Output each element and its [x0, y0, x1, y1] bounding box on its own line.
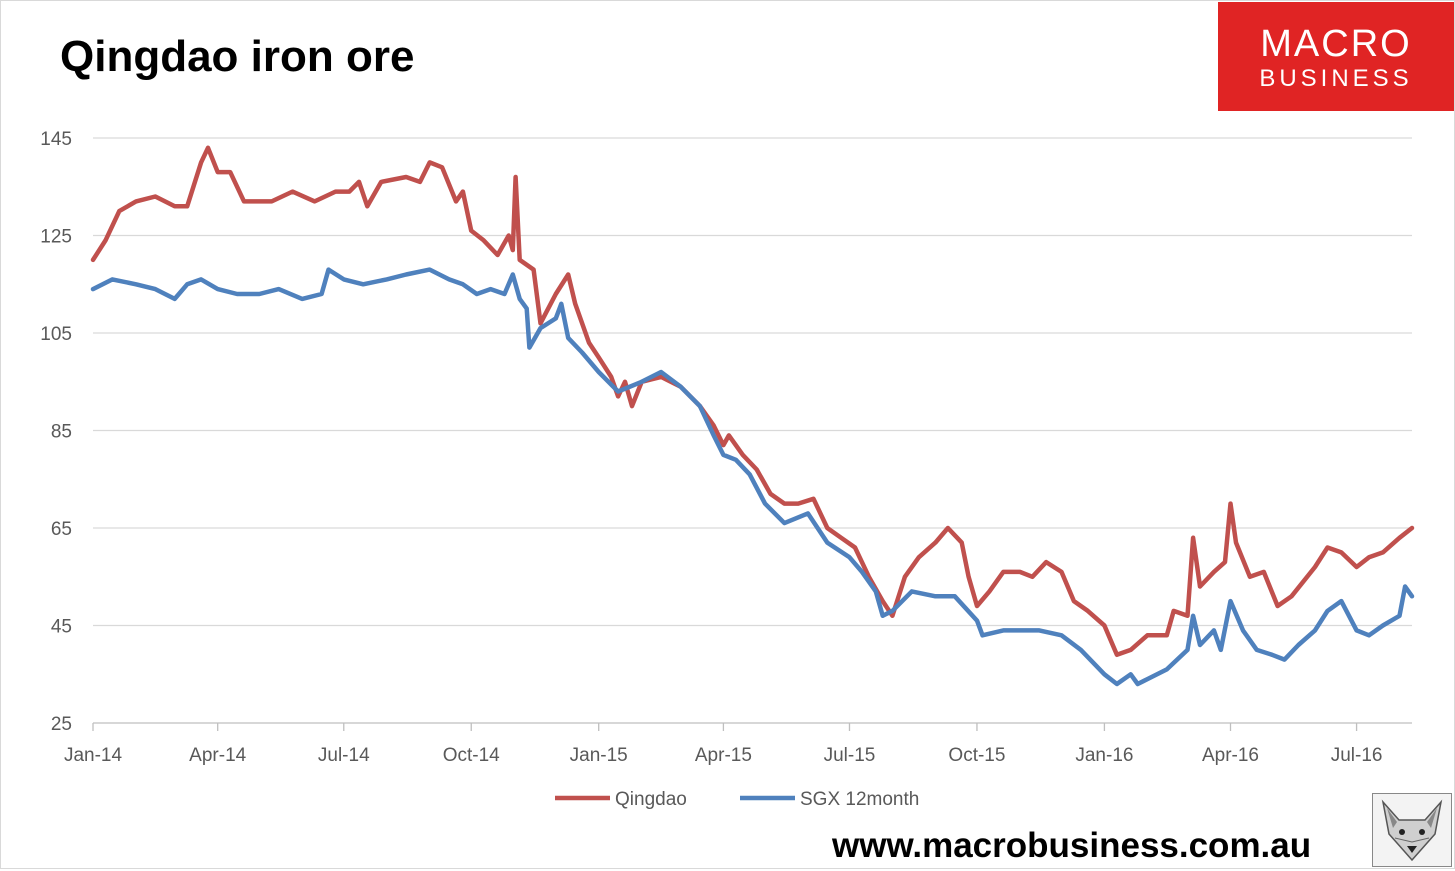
series-lines: [90, 145, 1415, 687]
fox-head-icon: [1372, 793, 1452, 867]
x-tick-label: Apr-14: [189, 745, 246, 766]
x-tick-label: Apr-15: [695, 745, 752, 766]
x-tick-label: Oct-14: [443, 745, 500, 766]
brand-logo: MACRO BUSINESS: [1218, 2, 1454, 111]
y-tick-label: 125: [40, 227, 72, 248]
y-tick-label: 65: [51, 519, 72, 540]
footer-url: www.macrobusiness.com.au: [832, 826, 1312, 865]
legend-label: Qingdao: [615, 789, 687, 810]
x-tick-label: Jan-15: [570, 745, 628, 766]
y-tick-label: 45: [51, 617, 72, 638]
page-title: Qingdao iron ore: [60, 32, 415, 81]
x-tick-label: Jul-16: [1331, 745, 1383, 766]
x-tick-label: Jan-14: [64, 745, 123, 766]
y-tick-label: 25: [51, 714, 72, 735]
x-tick-label: Jul-14: [318, 745, 370, 766]
gridlines: [93, 137, 1412, 627]
series-line-sgx-12month: [90, 267, 1415, 687]
logo-line-1: MACRO: [1260, 23, 1412, 65]
x-tick-label: Oct-15: [948, 745, 1005, 766]
y-tick-label: 85: [51, 422, 72, 443]
legend: Qingdao SGX 12month: [555, 789, 919, 810]
x-tick-label: Jan-16: [1075, 745, 1133, 766]
x-tick-label: Jul-15: [824, 745, 876, 766]
y-tick-label: 105: [40, 324, 72, 345]
y-axis-ticks: 25 45 65 85 105 125 145: [40, 129, 72, 735]
series-line-qingdao: [90, 145, 1415, 658]
x-tick-label: Apr-16: [1202, 745, 1259, 766]
logo-line-2: BUSINESS: [1259, 65, 1413, 92]
y-tick-label: 145: [40, 129, 72, 150]
legend-label: SGX 12month: [800, 789, 919, 810]
x-axis: Jan-14 Apr-14 Jul-14 Oct-14 Jan-15 Apr-15 Jul-…: [64, 722, 1412, 766]
